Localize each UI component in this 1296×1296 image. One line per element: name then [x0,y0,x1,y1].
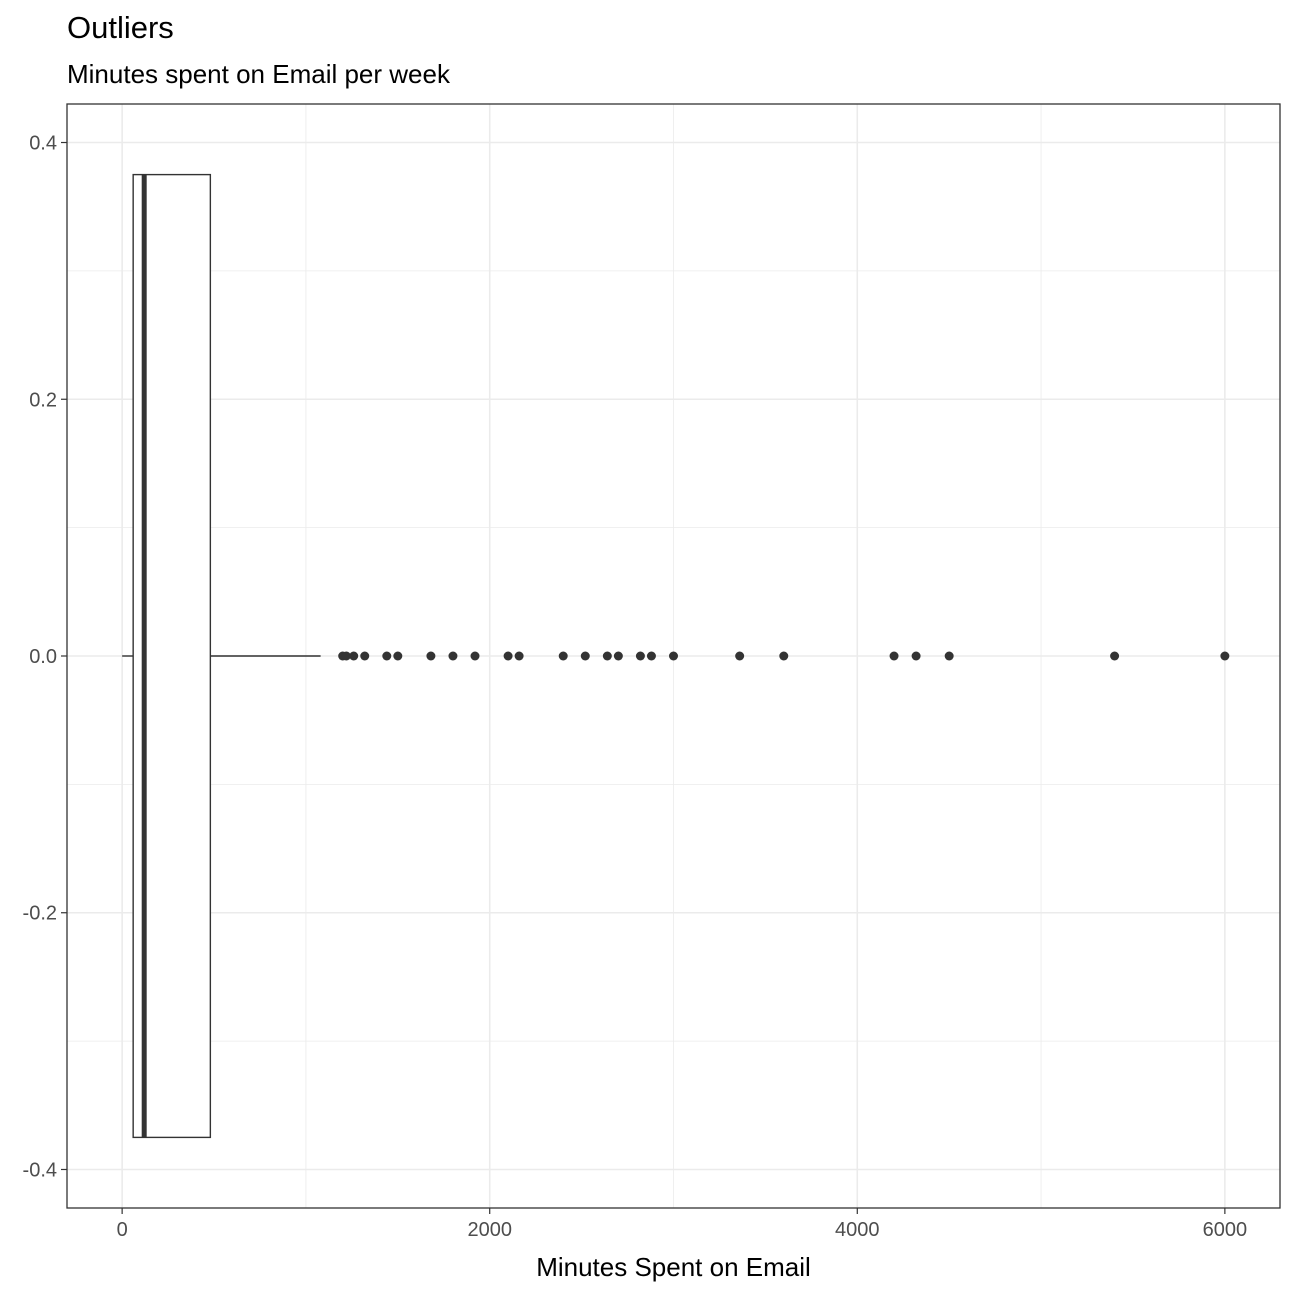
outlier-point [558,651,568,661]
y-tick-label: 0.4 [29,133,57,155]
outlier-point [1220,651,1230,661]
y-tick-label: -0.2 [23,903,57,925]
outlier-point [580,651,590,661]
x-tick-label: 2000 [467,1219,512,1241]
outlier-point [1110,651,1120,661]
x-tick-label: 6000 [1203,1219,1248,1241]
outlier-point [349,651,359,661]
outlier-point [341,651,351,661]
outlier-point [393,651,403,661]
x-tick-label: 0 [117,1219,128,1241]
outlier-points [338,651,1230,661]
outlier-point [779,651,789,661]
outlier-point [669,651,678,661]
chart-title: Outliers [67,10,174,45]
y-tick-label: 0.0 [29,646,57,668]
outlier-point [635,651,645,661]
y-tick-label: -0.4 [23,1159,57,1181]
outlier-point [514,651,524,661]
outlier-point [735,651,745,661]
y-tick-label: 0.2 [29,389,57,411]
outlier-point [503,651,513,661]
outlier-point [646,651,656,661]
outlier-point [382,651,392,661]
outlier-point [470,651,480,661]
outlier-point [889,651,899,661]
outlier-point [944,651,954,661]
outlier-point [911,651,921,661]
x-axis-title: Minutes Spent on Email [536,1252,811,1282]
outlier-point [426,651,436,661]
chart-subtitle: Minutes spent on Email per week [67,59,450,89]
boxplot-box-group [122,173,321,1139]
axes: 0 2000 4000 6000 0.4 0.2 0.0 -0.2 -0.4 [23,133,1248,1241]
outlier-point [360,651,370,661]
x-tick-label: 4000 [835,1219,880,1241]
outlier-point [613,651,623,661]
outlier-point [602,651,612,661]
outlier-point [448,651,458,661]
